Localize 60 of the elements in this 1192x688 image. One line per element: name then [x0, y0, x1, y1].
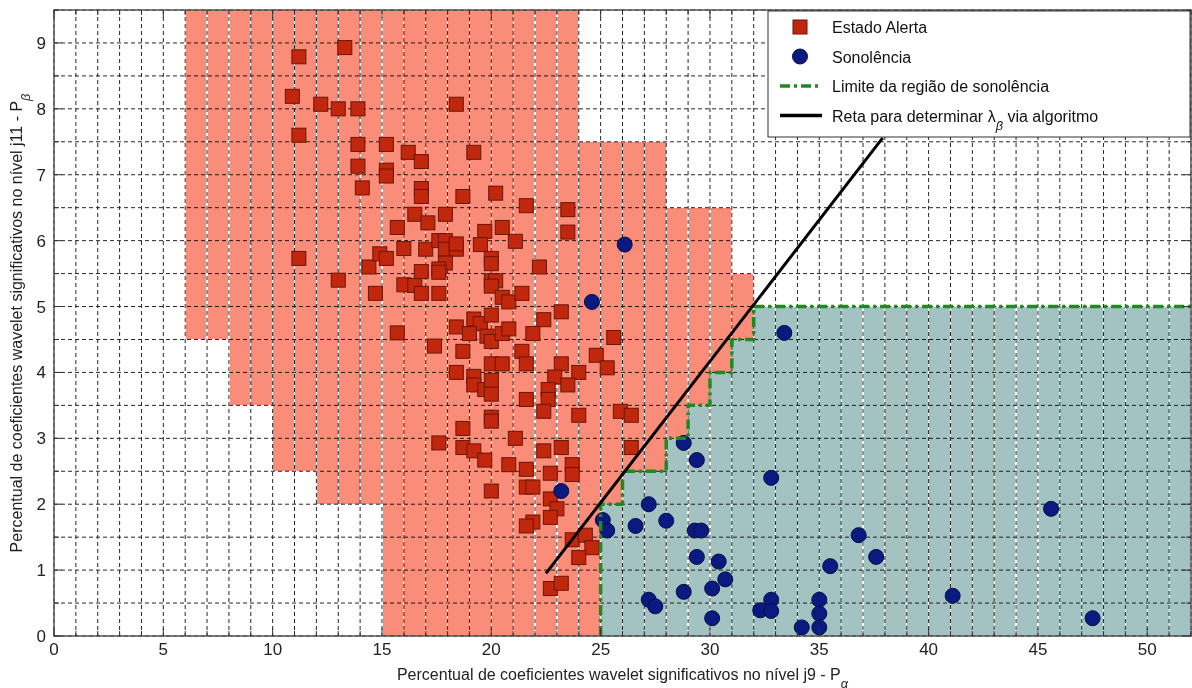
legend-label: Estado Alerta	[832, 19, 928, 36]
bar	[688, 207, 710, 406]
point	[710, 553, 727, 570]
point	[704, 580, 721, 597]
point	[763, 602, 780, 619]
line-series	[598, 304, 1192, 638]
x-tick-label: 45	[1028, 640, 1048, 659]
point	[553, 483, 570, 500]
y-tick-label: 1	[36, 561, 46, 581]
y-tick-label: 8	[36, 99, 46, 119]
y-tick-label: 9	[36, 33, 46, 53]
x-tick-label: 15	[372, 640, 392, 659]
point	[811, 619, 828, 636]
y-tick-label: 6	[36, 231, 46, 251]
point	[704, 610, 721, 627]
x-tick-label: 5	[158, 640, 169, 659]
point	[688, 452, 705, 469]
point	[627, 517, 644, 534]
y-tick-label: 0	[36, 627, 46, 646]
point	[763, 469, 780, 486]
x-tick-label: 35	[809, 640, 829, 659]
bar	[207, 10, 229, 340]
point	[850, 527, 867, 544]
point	[1084, 610, 1101, 627]
point	[688, 548, 705, 565]
y-tick-label: 5	[36, 297, 46, 317]
point	[647, 598, 664, 615]
legend-label: Limite da região de sonolência	[832, 78, 1050, 95]
point	[717, 571, 734, 588]
x-tick-label: 0	[49, 640, 59, 659]
point	[811, 605, 828, 622]
point	[793, 619, 810, 636]
point	[599, 522, 616, 539]
y-tick-label: 3	[36, 429, 46, 449]
x-tick-label: 30	[700, 640, 720, 659]
point	[944, 587, 961, 604]
legend-label: Reta para determinar λ$_{β}$ via algoritmo	[832, 107, 1099, 132]
legend-label: Sonolência	[832, 48, 912, 66]
x-axis-title: Percentual de coeficientes wavelet significativos no nível j9 - P$_{α}$	[396, 666, 849, 688]
point	[776, 324, 793, 341]
y-tick-label: 4	[36, 363, 46, 383]
point	[693, 522, 710, 539]
x-tick-label: 40	[919, 640, 939, 659]
bar	[1016, 306, 1038, 636]
y-tick-label: 2	[36, 495, 46, 515]
x-tick-label: 25	[591, 640, 611, 659]
point	[1043, 500, 1060, 517]
point	[675, 583, 692, 600]
x-tick-label: 10	[263, 640, 283, 659]
x-tick-label: 50	[1137, 640, 1157, 659]
point	[811, 591, 828, 608]
point	[822, 558, 839, 575]
y-tick-label: 7	[36, 165, 46, 185]
point	[658, 512, 675, 529]
point	[583, 293, 600, 310]
point	[868, 548, 885, 565]
x-tick-label: 20	[481, 640, 501, 659]
point	[640, 496, 657, 513]
bar	[185, 10, 207, 340]
point	[616, 236, 633, 253]
